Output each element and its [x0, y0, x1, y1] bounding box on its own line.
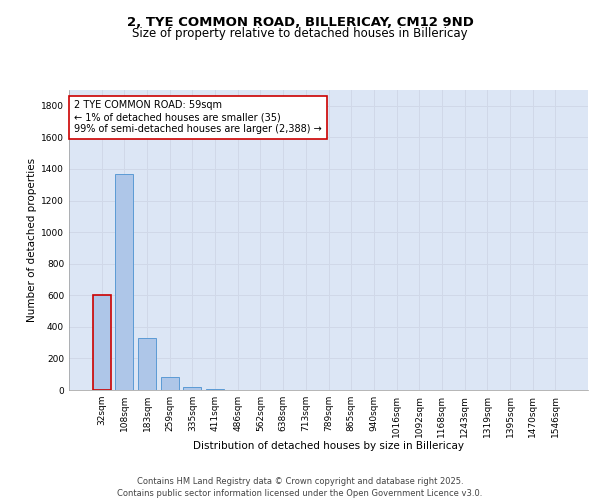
Y-axis label: Number of detached properties: Number of detached properties — [27, 158, 37, 322]
Bar — [161, 376, 179, 390]
Text: 2, TYE COMMON ROAD, BILLERICAY, CM12 9ND: 2, TYE COMMON ROAD, BILLERICAY, CM12 9ND — [127, 16, 473, 29]
Text: Contains HM Land Registry data © Crown copyright and database right 2025.
Contai: Contains HM Land Registry data © Crown c… — [118, 476, 482, 498]
Bar — [206, 389, 224, 390]
Bar — [115, 174, 133, 390]
Bar — [138, 338, 156, 390]
Bar — [184, 387, 202, 390]
Text: Size of property relative to detached houses in Billericay: Size of property relative to detached ho… — [132, 28, 468, 40]
Bar — [92, 296, 111, 390]
Text: 2 TYE COMMON ROAD: 59sqm
← 1% of detached houses are smaller (35)
99% of semi-de: 2 TYE COMMON ROAD: 59sqm ← 1% of detache… — [74, 100, 322, 134]
X-axis label: Distribution of detached houses by size in Billericay: Distribution of detached houses by size … — [193, 441, 464, 451]
